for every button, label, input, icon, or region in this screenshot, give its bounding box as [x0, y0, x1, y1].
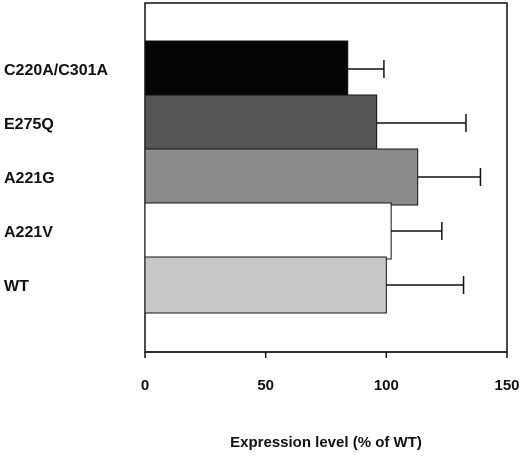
bars-group	[144, 40, 419, 314]
category-label: C220A/C301A	[4, 62, 109, 79]
error-bar-a221v	[391, 222, 443, 240]
category-labels-group: C220A/C301A E275Q A221G A221V WT	[4, 62, 109, 295]
bar-a221v	[144, 202, 392, 260]
x-tick-label: 150	[494, 377, 519, 394]
bar-wt	[144, 256, 387, 314]
error-bar-a221g	[417, 168, 482, 186]
category-label: E275Q	[4, 116, 54, 133]
category-label: A221V	[4, 224, 53, 241]
error-bar-wt	[386, 276, 465, 294]
error-bar-c220a-c301a	[347, 60, 385, 78]
x-tick-label: 0	[141, 377, 149, 394]
x-axis: 0 50 100 150	[141, 351, 520, 394]
bar-a221g	[144, 148, 419, 206]
bar-e275q	[144, 94, 378, 152]
x-tick-label: 50	[257, 377, 274, 394]
error-bars-group	[347, 60, 482, 294]
x-tick-label: 100	[374, 377, 399, 394]
category-label: WT	[4, 278, 29, 295]
bar-c220a-c301a	[144, 40, 349, 98]
x-axis-title: Expression level (% of WT)	[230, 434, 422, 451]
category-label: A221G	[4, 170, 55, 187]
error-bar-e275q	[376, 114, 467, 132]
